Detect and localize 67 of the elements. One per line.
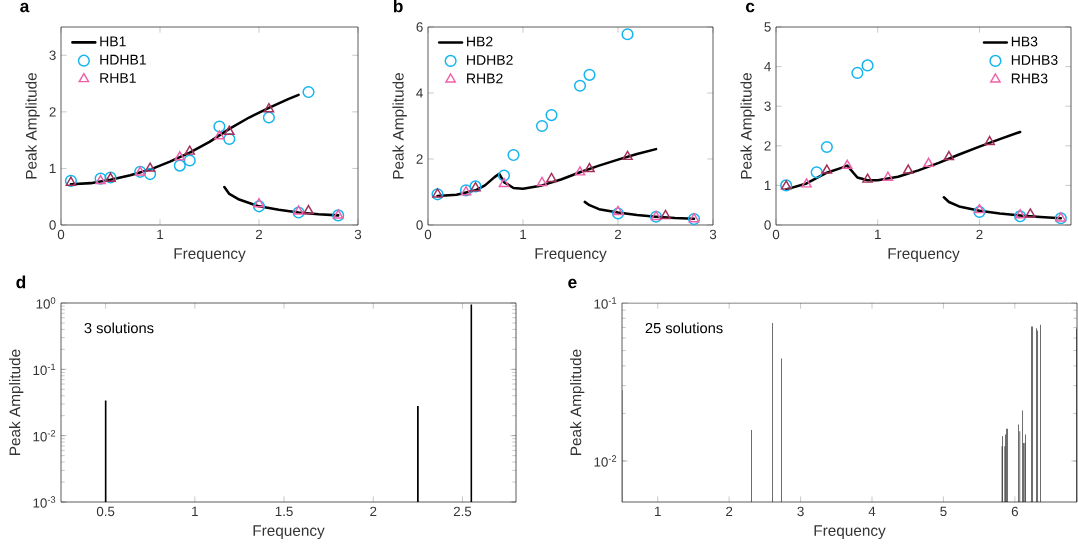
chart-title: d — [16, 275, 26, 289]
x-axis-title: Frequency — [535, 248, 607, 263]
annotation: 3 solutions — [84, 322, 154, 334]
x-tick-label: 2 — [370, 506, 377, 517]
y-tick-label: 4 — [416, 88, 423, 98]
x-tick-label: 1 — [875, 229, 881, 239]
x-tick-label: 1 — [520, 229, 527, 239]
chart-title: b — [393, 0, 403, 13]
y-tick-label: 5 — [764, 22, 771, 32]
x-axis-title: Frequency — [253, 525, 325, 540]
y-tick-label: 1 — [49, 163, 56, 174]
y-tick-label: 2 — [764, 141, 771, 151]
x-tick-label: 2 — [726, 506, 733, 517]
y-tick-label: 3 — [49, 50, 56, 60]
x-axis-title: Frequency — [174, 248, 246, 263]
x-axis-title: Frequency — [814, 525, 886, 540]
chart-title: c — [745, 2, 755, 13]
y-axis-title: Peak Amplitude — [9, 349, 24, 455]
x-tick-label: 3 — [797, 506, 804, 517]
x-tick-label: 0 — [424, 229, 432, 240]
legend-label: HDHB3 — [1011, 55, 1058, 65]
annotation: 25 solutions — [645, 322, 723, 334]
y-tick-label: 4 — [764, 62, 771, 72]
y-tick-label: 10$^{-1}$ — [594, 297, 617, 309]
x-tick-label: 1 — [192, 506, 198, 516]
y-tick-label: 10$^{0}$ — [36, 297, 56, 309]
x-tick-label: 4 — [868, 506, 876, 516]
x-tick-label: 6 — [1011, 506, 1018, 517]
y-tick-label: 1 — [764, 180, 771, 190]
x-tick-label: 0.5 — [96, 506, 115, 517]
legend-label: HDHB2 — [467, 55, 513, 65]
y-tick-label: 0 — [416, 220, 423, 230]
x-axis-title: Frequency — [888, 248, 960, 263]
x-tick-label: 0 — [57, 229, 65, 240]
x-tick-label: 1 — [157, 229, 164, 239]
legend-label: HB1 — [100, 36, 126, 47]
legend-label: RHB2 — [467, 73, 503, 84]
y-tick-label: 10$^{-3}$ — [33, 496, 56, 508]
y-tick-label: 0 — [764, 220, 771, 230]
legend-label: RHB3 — [1011, 73, 1048, 84]
x-tick-label: 2 — [255, 229, 263, 240]
x-tick-label: 3 — [354, 229, 362, 240]
legend-label: HB2 — [467, 36, 493, 47]
x-tick-label: 3 — [709, 229, 717, 240]
x-tick-label: 1.5 — [275, 506, 293, 517]
legend-label: HB3 — [1011, 36, 1038, 47]
y-axis-title: Peak Amplitude — [392, 73, 407, 179]
y-axis-title: Peak Amplitude — [570, 349, 585, 455]
legend-label: HDHB1 — [100, 54, 146, 65]
legend-label: RHB1 — [100, 73, 136, 83]
x-tick-label: 2.5 — [453, 506, 472, 517]
y-tick-label: 10$^{-1}$ — [33, 363, 56, 376]
y-tick-label: 2 — [49, 107, 56, 117]
x-tick-label: 5 — [940, 506, 947, 517]
x-tick-label: 2 — [976, 229, 983, 240]
x-tick-label: 0 — [772, 229, 780, 240]
y-tick-label: 0 — [49, 220, 56, 230]
y-axis-title: Peak Amplitude — [740, 73, 755, 179]
y-tick-label: 2 — [416, 154, 423, 164]
y-tick-label: 10$^{-2}$ — [594, 455, 617, 467]
y-tick-label: 10$^{-2}$ — [33, 429, 56, 442]
chart-title: e — [568, 278, 577, 289]
y-tick-label: 6 — [416, 22, 423, 32]
x-tick-label: 1 — [655, 506, 661, 516]
y-axis-title: Peak Amplitude — [25, 73, 40, 179]
chart-title: a — [20, 2, 30, 13]
y-tick-label: 3 — [764, 101, 771, 111]
